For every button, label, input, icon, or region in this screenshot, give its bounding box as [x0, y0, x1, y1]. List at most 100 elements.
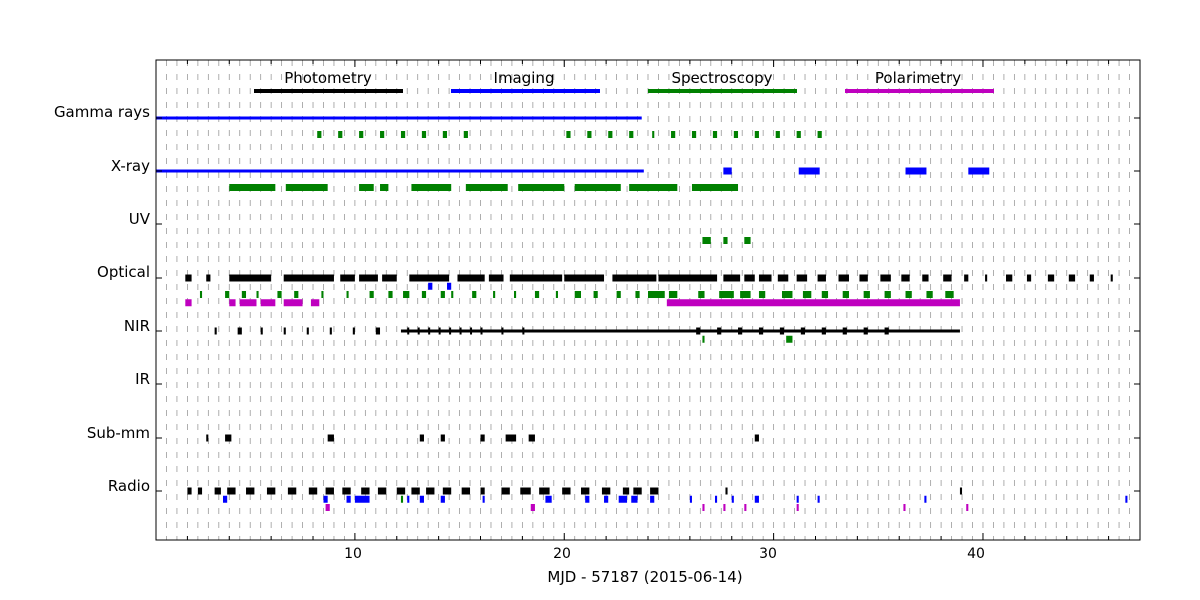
bar-optical-spectroscopy: [403, 291, 410, 298]
row-label-uv: UV: [129, 210, 151, 228]
bar-uv-spectroscopy: [723, 237, 728, 244]
bar-x-ray-spectroscopy: [411, 184, 452, 191]
bar-gamma-rays-spectroscopy: [608, 131, 613, 138]
bar-optical-spectroscopy: [555, 291, 558, 298]
bar-radio-photometry: [461, 487, 471, 495]
bar-nir-photometry: [306, 327, 309, 335]
legend-swatch-imaging: [451, 89, 600, 93]
bar-optical-photometry: [744, 274, 755, 282]
bar-radio-imaging: [631, 495, 638, 503]
bar-gamma-rays-spectroscopy: [754, 131, 759, 138]
bar-optical-photometry: [817, 274, 826, 282]
bar-uv-spectroscopy: [702, 237, 711, 244]
bar-optical-spectroscopy: [863, 291, 870, 298]
bar-x-ray-spectroscopy: [229, 184, 276, 191]
bar-radio-imaging: [650, 495, 655, 503]
bar-nir-photometry: [522, 327, 525, 335]
bar-radio-polarimetry: [702, 504, 705, 511]
bar-radio-imaging: [346, 495, 351, 503]
bar-x-ray-spectroscopy: [285, 184, 328, 191]
bar-radio-photometry: [287, 487, 297, 495]
bar-optical-spectroscopy: [668, 291, 678, 298]
bar-radio-photometry: [325, 487, 334, 495]
bar-radio-photometry: [622, 487, 630, 495]
bar-radio-imaging: [482, 495, 485, 503]
bar-optical-photometry: [185, 274, 192, 282]
bar-radio-polarimetry: [723, 504, 726, 511]
bar-x-ray-imaging: [723, 167, 732, 175]
bar-radio-spectroscopy: [400, 495, 404, 503]
bar-gamma-rays-spectroscopy: [629, 131, 634, 138]
bar-optical-photometry: [359, 274, 378, 282]
bar-gamma-rays-spectroscopy: [359, 131, 364, 138]
bar-radio-photometry: [361, 487, 370, 495]
bar-optical-spectroscopy: [277, 291, 282, 298]
bar-optical-spectroscopy: [574, 291, 582, 298]
bar-optical-polarimetry: [283, 299, 303, 307]
bar-radio-photometry: [442, 487, 452, 495]
bar-x-ray-spectroscopy: [574, 184, 621, 191]
bar-optical-spectroscopy: [321, 291, 324, 298]
bar-radio-polarimetry: [903, 504, 906, 511]
bar-optical-spectroscopy: [781, 291, 793, 298]
bar-optical-photometry: [658, 274, 718, 282]
legend-swatch-polarimetry: [845, 89, 994, 93]
bar-gamma-rays-spectroscopy: [671, 131, 676, 138]
bar-radio-photometry: [480, 487, 485, 495]
bar-nir-photometry: [400, 329, 960, 333]
bar-x-ray-spectroscopy: [629, 184, 678, 191]
bar-optical-photometry: [922, 274, 929, 282]
bar-nir-spectroscopy: [786, 335, 793, 343]
bar-optical-photometry: [1006, 274, 1013, 282]
bar-gamma-rays-spectroscopy: [380, 131, 385, 138]
bar-nir-photometry: [260, 327, 263, 335]
bar-radio-imaging: [323, 495, 328, 503]
bar-radio-imaging: [407, 495, 410, 503]
bar-x-ray-spectroscopy: [723, 184, 732, 191]
bar-optical-spectroscopy: [719, 291, 734, 298]
row-label-radio: Radio: [108, 477, 150, 495]
bar-optical-photometry: [723, 274, 741, 282]
x-tick-label-40: 40: [967, 546, 985, 562]
bar-optical-photometry: [340, 274, 355, 282]
bar-radio-photometry: [214, 487, 221, 495]
bar-radio-polarimetry: [325, 504, 330, 511]
axis-ticks: [156, 60, 1140, 540]
bar-sub-mm-photometry: [419, 434, 424, 442]
bar-optical-photometry: [859, 274, 868, 282]
row-label-optical: Optical: [97, 263, 150, 281]
bar-optical-polarimetry: [666, 299, 960, 307]
bar-nir-photometry: [352, 327, 355, 335]
bar-radio-imaging: [731, 495, 734, 503]
bar-sub-mm-photometry: [440, 434, 445, 442]
bar-radio-photometry: [562, 487, 571, 495]
bar-optical-spectroscopy: [740, 291, 751, 298]
bar-radio-photometry: [520, 487, 531, 495]
bar-optical-photometry: [488, 274, 504, 282]
bar-x-ray-imaging: [968, 167, 990, 175]
bar-radio-photometry: [426, 487, 435, 495]
bar-radio-imaging: [714, 495, 718, 503]
bar-radio-photometry: [266, 487, 276, 495]
row-label-ir: IR: [135, 370, 150, 388]
bar-radio-photometry: [187, 487, 192, 495]
bar-nir-photometry: [428, 327, 431, 335]
bar-nir-photometry: [459, 327, 462, 335]
bar-gamma-rays-spectroscopy: [587, 131, 592, 138]
bar-nir-spectroscopy: [702, 335, 705, 343]
bar-radio-polarimetry: [796, 504, 799, 511]
bar-optical-spectroscopy: [225, 291, 230, 298]
bar-optical-polarimetry: [239, 299, 257, 307]
bar-optical-spectroscopy: [842, 291, 849, 298]
x-tick-label-10: 10: [344, 546, 362, 562]
bar-optical-photometry: [964, 274, 969, 282]
bar-radio-imaging: [545, 495, 552, 503]
bar-sub-mm-photometry: [528, 434, 535, 442]
bar-optical-polarimetry: [185, 299, 192, 307]
bar-gamma-rays-spectroscopy: [691, 131, 697, 138]
bar-optical-polarimetry: [260, 299, 276, 307]
bar-optical-spectroscopy: [256, 291, 259, 298]
bar-optical-spectroscopy: [758, 291, 766, 298]
bar-gamma-rays-spectroscopy: [400, 131, 406, 138]
bar-optical-spectroscopy: [945, 291, 954, 298]
